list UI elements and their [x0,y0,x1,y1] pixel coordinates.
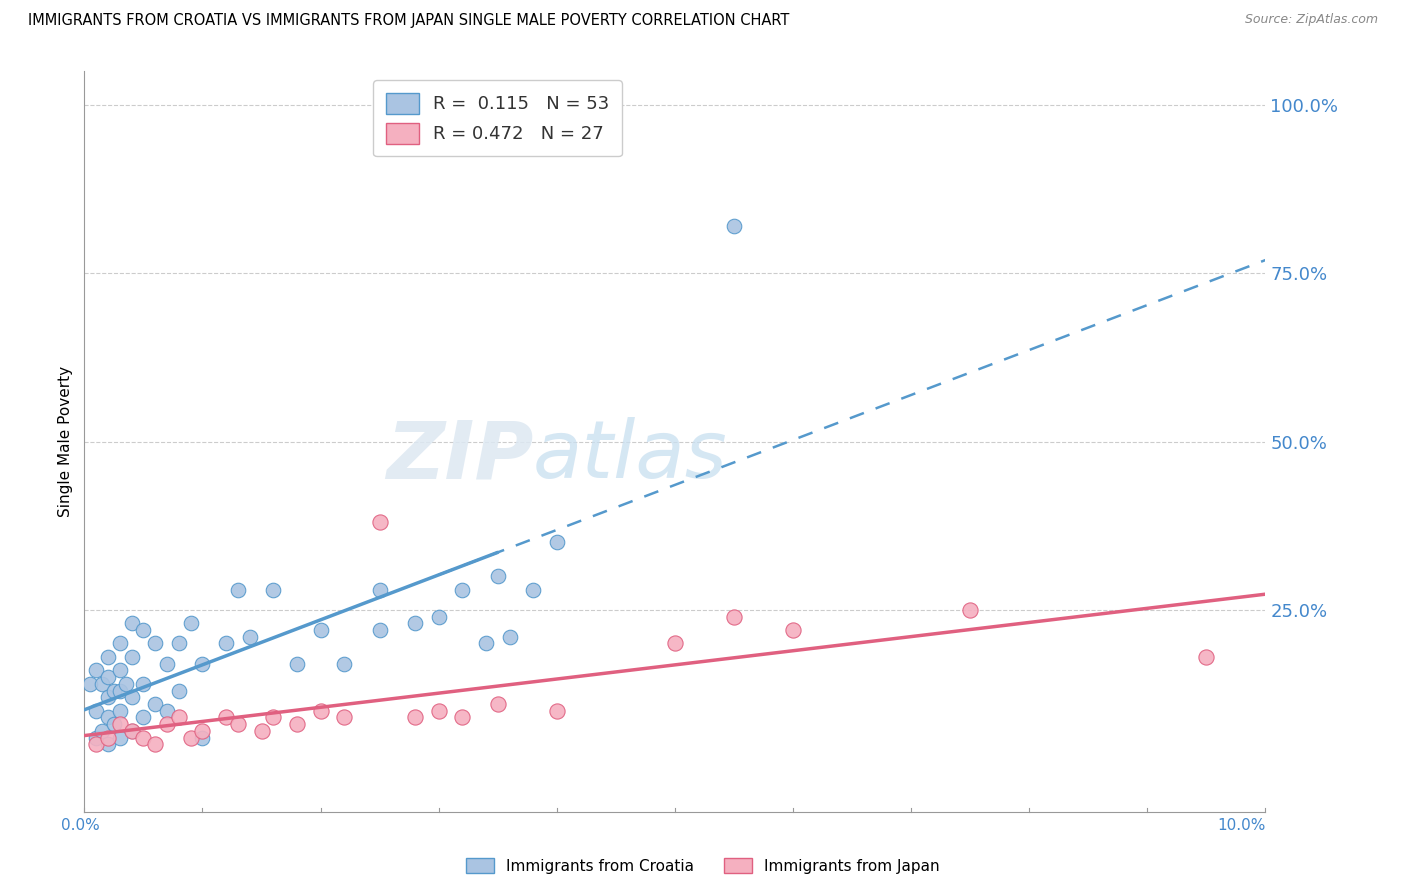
Point [108,731,131,745]
Point [108,636,131,650]
Point [427,609,450,624]
Point [486,569,509,583]
Point [368,516,391,530]
Point [180,731,202,745]
Point [522,582,544,597]
Point [84,738,107,752]
Point [121,723,143,738]
Point [91,723,114,738]
Point [191,723,214,738]
Point [226,717,249,731]
Point [262,582,284,597]
Point [103,683,125,698]
Point [84,664,107,678]
Text: 0.0%: 0.0% [60,819,100,833]
Point [156,717,179,731]
Point [782,623,804,637]
Point [143,738,166,752]
Point [262,710,284,724]
Point [132,677,155,691]
Point [1195,649,1218,664]
Text: Source: ZipAtlas.com: Source: ZipAtlas.com [1244,13,1378,27]
Point [180,616,202,631]
Point [132,623,155,637]
Point [191,657,214,671]
Point [108,664,131,678]
Point [121,616,143,631]
Point [132,710,155,724]
Point [132,731,155,745]
Text: 10.0%: 10.0% [1218,819,1265,833]
Point [97,649,120,664]
Point [285,657,308,671]
Point [404,616,426,631]
Point [156,657,179,671]
Point [250,723,273,738]
Point [959,603,981,617]
Point [368,582,391,597]
Point [215,710,238,724]
Point [91,677,114,691]
Point [546,535,568,549]
Legend: Immigrants from Croatia, Immigrants from Japan: Immigrants from Croatia, Immigrants from… [460,852,946,880]
Point [143,697,166,711]
Point [103,717,125,731]
Point [114,677,136,691]
Point [451,582,474,597]
Point [121,723,143,738]
Point [97,731,120,745]
Point [121,649,143,664]
Point [427,704,450,718]
Point [368,623,391,637]
Point [97,690,120,705]
Point [239,630,262,644]
Point [723,219,745,234]
Point [309,704,332,718]
Point [167,683,190,698]
Point [97,710,120,724]
Point [475,636,498,650]
Point [226,582,249,597]
Point [108,717,131,731]
Point [309,623,332,637]
Point [84,731,107,745]
Y-axis label: Single Male Poverty: Single Male Poverty [58,366,73,517]
Point [156,704,179,718]
Point [79,677,101,691]
Point [546,704,568,718]
Point [97,738,120,752]
Point [108,683,131,698]
Point [191,731,214,745]
Point [451,710,474,724]
Point [404,710,426,724]
Point [498,630,520,644]
Point [215,636,238,650]
Point [333,657,356,671]
Point [97,670,120,684]
Legend: R =  0.115   N = 53, R = 0.472   N = 27: R = 0.115 N = 53, R = 0.472 N = 27 [374,80,621,156]
Point [167,710,190,724]
Point [121,690,143,705]
Point [167,636,190,650]
Text: atlas: atlas [533,417,728,495]
Point [84,704,107,718]
Text: ZIP: ZIP [385,417,533,495]
Point [486,697,509,711]
Point [723,609,745,624]
Point [333,710,356,724]
Point [143,636,166,650]
Text: IMMIGRANTS FROM CROATIA VS IMMIGRANTS FROM JAPAN SINGLE MALE POVERTY CORRELATION: IMMIGRANTS FROM CROATIA VS IMMIGRANTS FR… [28,13,790,29]
Point [664,636,686,650]
Point [285,717,308,731]
Point [108,704,131,718]
